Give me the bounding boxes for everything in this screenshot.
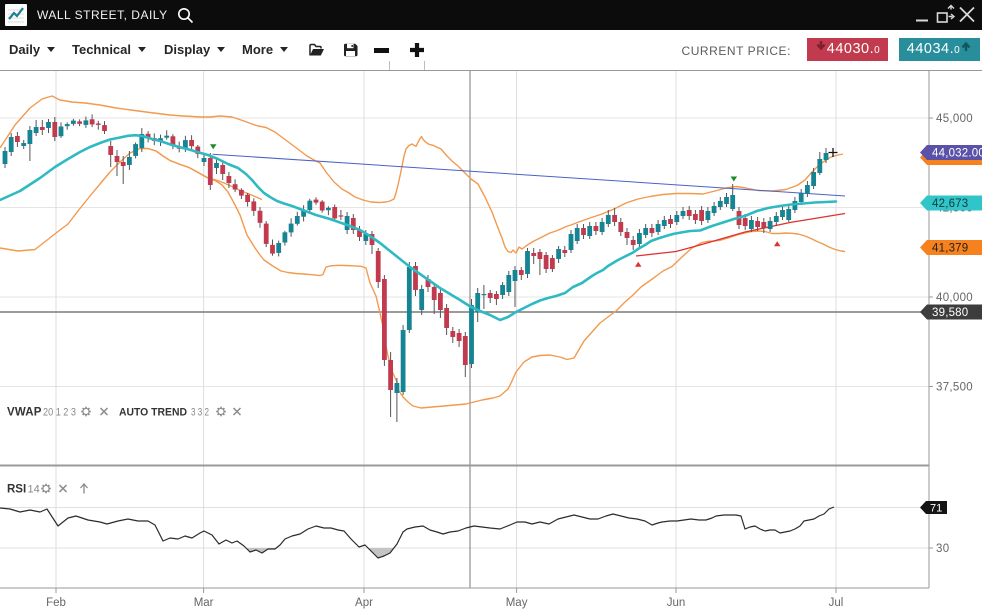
svg-text:71: 71 <box>930 503 942 515</box>
svg-text:44,032.00: 44,032.00 <box>932 148 982 160</box>
svg-text:30: 30 <box>936 543 949 555</box>
svg-text:Jul: Jul <box>829 597 844 609</box>
svg-text:14: 14 <box>28 484 40 496</box>
svg-text:AUTO TREND: AUTO TREND <box>119 407 187 419</box>
svg-text:VWAP: VWAP <box>7 407 42 419</box>
svg-text:Mar: Mar <box>194 597 214 609</box>
svg-text:42,673: 42,673 <box>932 198 968 210</box>
svg-text:41,379: 41,379 <box>932 243 968 255</box>
svg-text:45,000: 45,000 <box>936 113 973 125</box>
svg-text:39,580: 39,580 <box>932 307 968 319</box>
svg-text:3 3 2: 3 3 2 <box>191 407 209 419</box>
svg-text:Apr: Apr <box>355 597 373 609</box>
svg-text:20 1 2 3: 20 1 2 3 <box>43 407 76 419</box>
svg-text:40,000: 40,000 <box>936 292 973 304</box>
svg-text:37,500: 37,500 <box>936 382 973 394</box>
svg-text:May: May <box>506 597 528 609</box>
svg-text:RSI: RSI <box>7 484 26 496</box>
svg-text:Jun: Jun <box>667 597 686 609</box>
svg-text:Feb: Feb <box>46 597 66 609</box>
